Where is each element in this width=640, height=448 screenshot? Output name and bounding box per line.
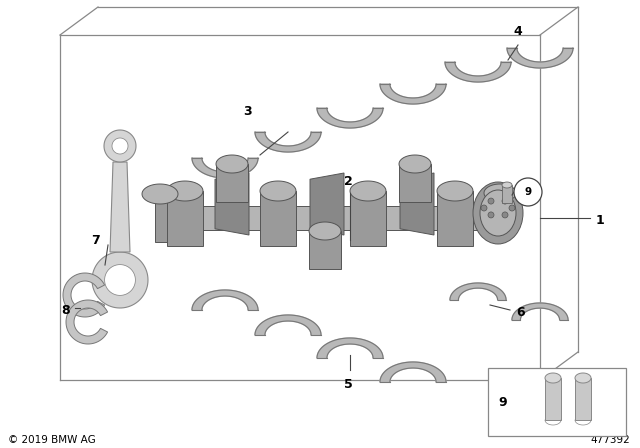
Circle shape (481, 205, 487, 211)
Circle shape (502, 212, 508, 218)
Polygon shape (350, 181, 386, 201)
Text: 6: 6 (516, 306, 525, 319)
Bar (350, 191, 386, 246)
Bar (484, 193, 516, 233)
FancyBboxPatch shape (488, 368, 626, 436)
Bar (399, 164, 431, 202)
Polygon shape (380, 84, 446, 104)
Bar (167, 191, 203, 246)
Bar (180, 206, 490, 230)
Polygon shape (309, 222, 341, 240)
Circle shape (509, 205, 515, 211)
Polygon shape (104, 265, 136, 295)
Ellipse shape (473, 182, 523, 244)
Bar (437, 191, 473, 246)
Polygon shape (167, 181, 203, 201)
Bar (155, 194, 190, 242)
Polygon shape (575, 373, 591, 383)
Polygon shape (399, 155, 431, 173)
Circle shape (502, 198, 508, 204)
Polygon shape (112, 138, 128, 154)
Bar (216, 164, 248, 202)
Text: 9: 9 (498, 396, 507, 409)
Text: 477392: 477392 (590, 435, 630, 445)
Text: 7: 7 (92, 233, 100, 246)
Circle shape (514, 178, 542, 206)
Bar (575, 378, 591, 420)
Polygon shape (104, 130, 136, 162)
Polygon shape (92, 252, 148, 308)
Polygon shape (215, 173, 249, 235)
Bar (309, 231, 341, 269)
Circle shape (488, 198, 494, 204)
Polygon shape (142, 184, 178, 204)
Polygon shape (192, 158, 258, 178)
Text: 2: 2 (344, 175, 353, 188)
Polygon shape (450, 283, 506, 300)
Text: 4: 4 (514, 25, 522, 38)
Polygon shape (317, 108, 383, 128)
Polygon shape (216, 155, 248, 173)
Polygon shape (484, 184, 516, 202)
Polygon shape (260, 181, 296, 201)
Text: 5: 5 (344, 378, 353, 391)
Bar (260, 191, 296, 246)
Bar (545, 378, 561, 420)
Polygon shape (512, 303, 568, 320)
Polygon shape (192, 290, 258, 310)
Polygon shape (310, 173, 344, 235)
Text: 9: 9 (524, 187, 532, 197)
Text: 3: 3 (244, 105, 252, 118)
Text: 8: 8 (61, 303, 70, 316)
Polygon shape (110, 162, 130, 252)
Ellipse shape (480, 190, 516, 236)
Polygon shape (502, 182, 512, 188)
Polygon shape (255, 315, 321, 335)
Circle shape (488, 212, 494, 218)
Text: 1: 1 (596, 214, 605, 227)
Polygon shape (507, 48, 573, 68)
Polygon shape (400, 173, 434, 235)
Polygon shape (437, 181, 473, 201)
Polygon shape (255, 132, 321, 152)
Text: © 2019 BMW AG: © 2019 BMW AG (8, 435, 96, 445)
Polygon shape (63, 273, 104, 317)
Polygon shape (380, 362, 446, 382)
Bar (502, 185, 512, 203)
Polygon shape (317, 338, 383, 358)
Polygon shape (66, 300, 108, 344)
Polygon shape (545, 373, 561, 383)
Polygon shape (445, 62, 511, 82)
